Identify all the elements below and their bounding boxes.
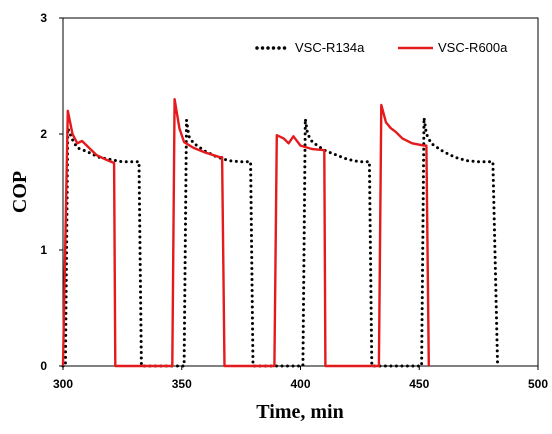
legend-label: VSC-R600a <box>438 40 508 55</box>
series-line-vsc-r600a <box>61 98 430 368</box>
legend-label: VSC-R134a <box>295 40 365 55</box>
x-tick-label: 350 <box>172 377 192 391</box>
tick-layer: 300 350 400 450 500 0 1 2 3 <box>40 11 548 391</box>
x-tick-label: 300 <box>53 377 73 391</box>
y-tick-label: 0 <box>40 359 47 373</box>
y-tick-label: 3 <box>40 11 47 25</box>
legend: VSC-R134a VSC-R600a <box>255 40 508 55</box>
series-line-vsc-r134a <box>61 117 500 368</box>
x-tick-label: 500 <box>528 377 548 391</box>
y-axis-title: COP <box>9 171 31 213</box>
y-tick-label: 1 <box>40 243 47 257</box>
x-axis-title: Time, min <box>256 401 343 423</box>
y-tick-label: 2 <box>40 127 47 141</box>
series-layer <box>61 98 500 368</box>
x-tick-label: 450 <box>409 377 429 391</box>
x-tick-label: 400 <box>290 377 310 391</box>
